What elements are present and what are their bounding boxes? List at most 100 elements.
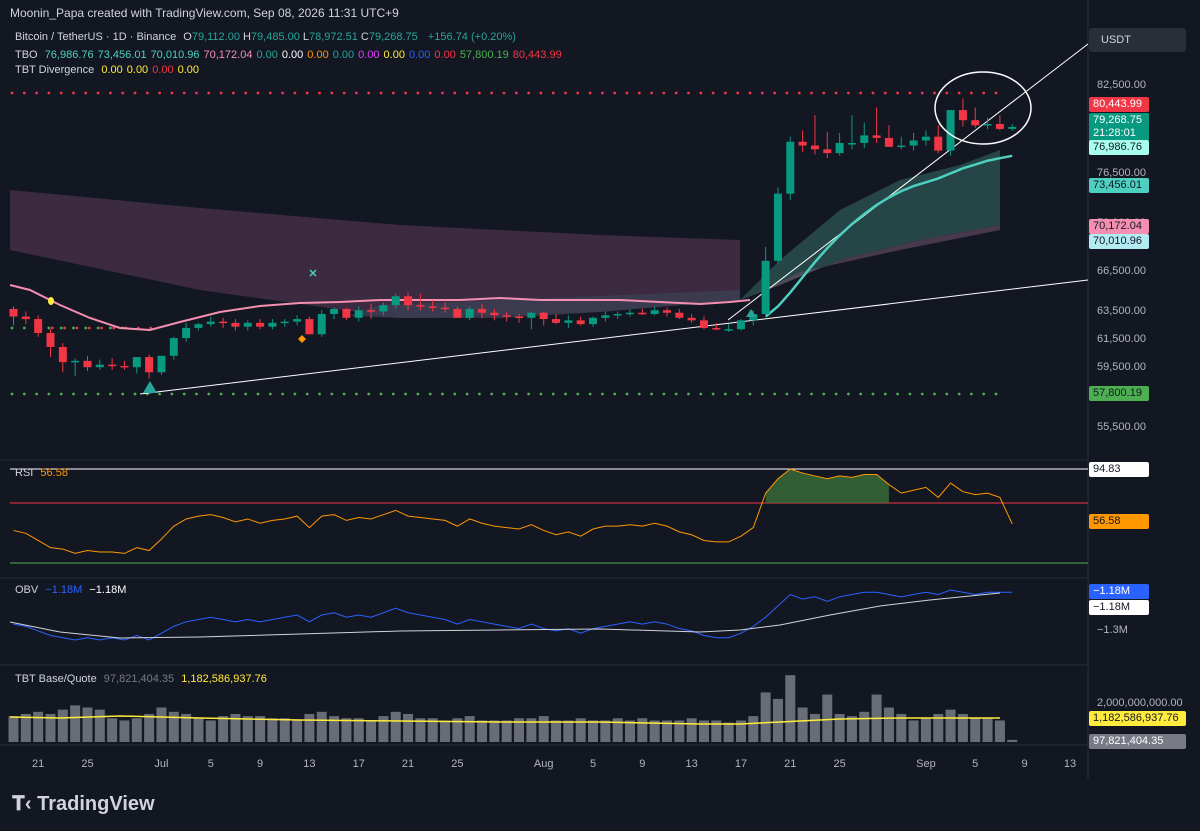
volume-value-2: 1,182,586,937.76 [181,673,267,685]
volume-axis-label: 2,000,000,000.00 [1097,697,1183,709]
ohlc-key: H [242,31,251,43]
candle-body [958,110,967,121]
candle-body [145,357,154,373]
support-dots [711,392,715,396]
resistance-dots [736,91,740,95]
trend-line-steep [727,43,1089,321]
volume-bar [82,707,93,742]
candle-body [872,135,881,138]
volume-bar [230,713,241,742]
volume-bar [168,711,179,742]
price-axis-label: 76,500.00 [1097,167,1146,179]
support-dots [908,392,912,396]
ohlc-value: 79,268.75 [368,31,418,43]
currency-button[interactable]: USDT [1089,28,1186,52]
volume-bar [366,720,377,742]
candle-body [860,135,869,143]
resistance-dots [687,91,690,95]
volume-bar [131,718,142,742]
candle-body [453,308,462,318]
price-axis-label: 59,500.00 [1097,361,1146,373]
candle-body [564,320,573,323]
candle-body [515,316,524,319]
time-axis-label: 5 [589,758,597,770]
candle-body [194,324,203,328]
volume-bar [785,675,796,742]
tbo-fast-line [9,284,751,332]
chart-credit: Moonin_Papa created with TradingView.com… [10,6,399,20]
tradingview-logo[interactable]: 𝐓‹ TradingView [12,793,155,816]
volume-bar [982,718,993,742]
tv-logo-icon: 𝐓‹ [12,793,32,815]
obv-ma-line [9,592,1001,639]
candle-body [613,314,622,316]
support-dots [588,392,592,396]
resistance-dots [662,91,666,95]
support-dots-mid [10,326,14,330]
rsi-overbought-fill [765,469,889,503]
obv-value-1: −1.18M [45,584,83,596]
candle-body [946,110,955,151]
volume-bar [822,694,833,742]
candle-body [589,317,598,325]
candle-body [231,322,240,327]
candle-body [71,360,80,363]
volume-bar [452,718,463,742]
candle-body [539,312,548,320]
price-axis-label: 66,500.00 [1097,265,1146,277]
candle-body [699,320,708,328]
support-dots [994,392,998,396]
brand-text: TradingView [37,793,155,815]
time-axis-label: Aug [533,758,554,770]
divergence-value: 0.00 [101,64,123,76]
price-tag: 70,010.96 [1089,234,1149,249]
volume-bar [144,713,155,742]
tbo-value: 0.00 [307,49,329,61]
volume-bar [489,720,500,742]
candle-body [909,140,918,146]
tbo-value: 0.00 [408,49,431,61]
resistance-dots [650,91,653,95]
volume-bar [390,711,401,742]
support-dots-mid [96,326,100,330]
candle-body [1008,126,1017,129]
resistance-dots [760,91,764,95]
volume-bar [304,713,315,742]
cloud-band [10,190,740,318]
price-tag: 76,986.76 [1089,140,1149,155]
time-axis-label: 21 [401,758,415,770]
tbo-value: 70,172.04 [203,49,253,61]
volume-bar [797,707,808,742]
divergence-value: 0.00 [177,64,200,76]
volume-bar [760,692,771,742]
candle-body [798,141,807,146]
support-dots [478,392,481,396]
volume-bar [353,718,364,742]
support-dots [72,392,75,396]
tbo-value: 0.00 [332,49,355,61]
resistance-dots [945,91,949,95]
volume-bar [588,720,599,742]
ohlc-l: L78,972.51 [303,31,358,43]
volume-bar [723,722,734,742]
candle-body [132,357,141,368]
volume-tag: 1,182,586,937.76 [1089,711,1186,726]
time-axis-label: 25 [833,758,846,770]
support-dots [982,392,986,396]
volume-bar [538,716,549,742]
volume-bar [70,705,81,742]
volume-bar [625,720,635,742]
support-dots [453,392,457,396]
support-dots [514,392,518,396]
resistance-dots [121,91,125,95]
resistance-dots [330,91,334,95]
support-dots [342,392,346,396]
support-dots [490,392,494,396]
support-dots [834,392,838,396]
volume-bar [637,718,648,742]
support-dots [527,392,530,396]
tbo-values: 76,986.76 73,456.01 70,010.96 70,172.04 0.00… [45,49,566,61]
candle-body [169,338,178,356]
buy-signal-triangle [143,381,157,393]
